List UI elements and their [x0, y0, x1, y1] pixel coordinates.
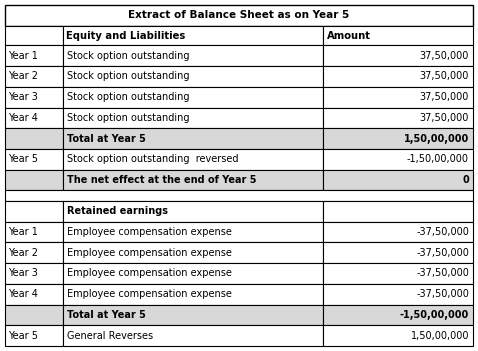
Bar [5, 201, 64, 221]
Bar [323, 170, 473, 191]
Bar [5, 305, 64, 325]
Bar [64, 66, 323, 87]
Text: Employee compensation expense: Employee compensation expense [67, 269, 232, 278]
Bar [323, 128, 473, 149]
Bar [64, 263, 323, 284]
Text: Year 1: Year 1 [8, 51, 38, 61]
Bar [64, 305, 323, 325]
Bar [5, 5, 473, 26]
Bar [323, 149, 473, 170]
Bar [323, 305, 473, 325]
Bar [5, 66, 64, 87]
Text: 1,50,00,000: 1,50,00,000 [404, 134, 469, 144]
Text: -37,50,000: -37,50,000 [416, 248, 469, 258]
Text: Total at Year 5: Total at Year 5 [67, 134, 146, 144]
Bar [5, 284, 64, 305]
Text: Retained earnings: Retained earnings [67, 206, 169, 216]
Text: Year 5: Year 5 [8, 331, 38, 340]
Bar [323, 66, 473, 87]
Bar [323, 284, 473, 305]
Bar [64, 325, 323, 346]
Text: Stock option outstanding  reversed: Stock option outstanding reversed [67, 154, 239, 164]
Text: 37,50,000: 37,50,000 [420, 113, 469, 123]
Text: Employee compensation expense: Employee compensation expense [67, 227, 232, 237]
Bar [323, 87, 473, 107]
Text: Stock option outstanding: Stock option outstanding [67, 51, 190, 61]
Bar [5, 128, 64, 149]
Text: Amount: Amount [327, 31, 371, 40]
Text: Year 3: Year 3 [8, 269, 38, 278]
Text: Employee compensation expense: Employee compensation expense [67, 289, 232, 299]
Bar [64, 170, 323, 191]
Bar [5, 87, 64, 107]
Text: The net effect at the end of Year 5: The net effect at the end of Year 5 [67, 175, 257, 185]
Text: Stock option outstanding: Stock option outstanding [67, 113, 190, 123]
Text: General Reverses: General Reverses [67, 331, 153, 340]
Bar [64, 149, 323, 170]
Text: Stock option outstanding: Stock option outstanding [67, 71, 190, 81]
Bar [5, 149, 64, 170]
Bar [5, 170, 64, 191]
Bar [5, 45, 64, 66]
Text: 37,50,000: 37,50,000 [420, 51, 469, 61]
Text: Extract of Balance Sheet as on Year 5: Extract of Balance Sheet as on Year 5 [129, 11, 349, 20]
Text: Year 4: Year 4 [8, 113, 38, 123]
Bar [64, 221, 323, 242]
Text: Year 2: Year 2 [8, 71, 38, 81]
Bar [5, 263, 64, 284]
Text: -1,50,00,000: -1,50,00,000 [400, 310, 469, 320]
Bar [323, 107, 473, 128]
Bar [5, 325, 64, 346]
Text: Year 5: Year 5 [8, 154, 38, 164]
Text: 37,50,000: 37,50,000 [420, 92, 469, 102]
Bar [323, 201, 473, 221]
Text: 0: 0 [462, 175, 469, 185]
Text: -37,50,000: -37,50,000 [416, 269, 469, 278]
Text: -37,50,000: -37,50,000 [416, 227, 469, 237]
Text: Year 4: Year 4 [8, 289, 38, 299]
Bar [323, 325, 473, 346]
Text: Equity and Liabilities: Equity and Liabilities [66, 31, 186, 40]
Bar [5, 242, 64, 263]
Text: Year 3: Year 3 [8, 92, 38, 102]
Bar [64, 45, 323, 66]
Bar [64, 201, 323, 221]
Text: -1,50,00,000: -1,50,00,000 [407, 154, 469, 164]
Bar [5, 191, 473, 201]
Bar [64, 26, 323, 45]
Text: Year 2: Year 2 [8, 248, 38, 258]
Bar [64, 87, 323, 107]
Text: -37,50,000: -37,50,000 [416, 289, 469, 299]
Text: Stock option outstanding: Stock option outstanding [67, 92, 190, 102]
Text: Employee compensation expense: Employee compensation expense [67, 248, 232, 258]
Text: Total at Year 5: Total at Year 5 [67, 310, 146, 320]
Bar [323, 45, 473, 66]
Bar [323, 263, 473, 284]
Bar [64, 107, 323, 128]
Bar [64, 128, 323, 149]
Bar [323, 26, 473, 45]
Bar [323, 242, 473, 263]
Text: Year 1: Year 1 [8, 227, 38, 237]
Bar [5, 107, 64, 128]
Bar [323, 221, 473, 242]
Bar [5, 221, 64, 242]
Bar [64, 284, 323, 305]
Text: 37,50,000: 37,50,000 [420, 71, 469, 81]
Bar [5, 26, 64, 45]
Text: 1,50,00,000: 1,50,00,000 [411, 331, 469, 340]
Bar [64, 242, 323, 263]
